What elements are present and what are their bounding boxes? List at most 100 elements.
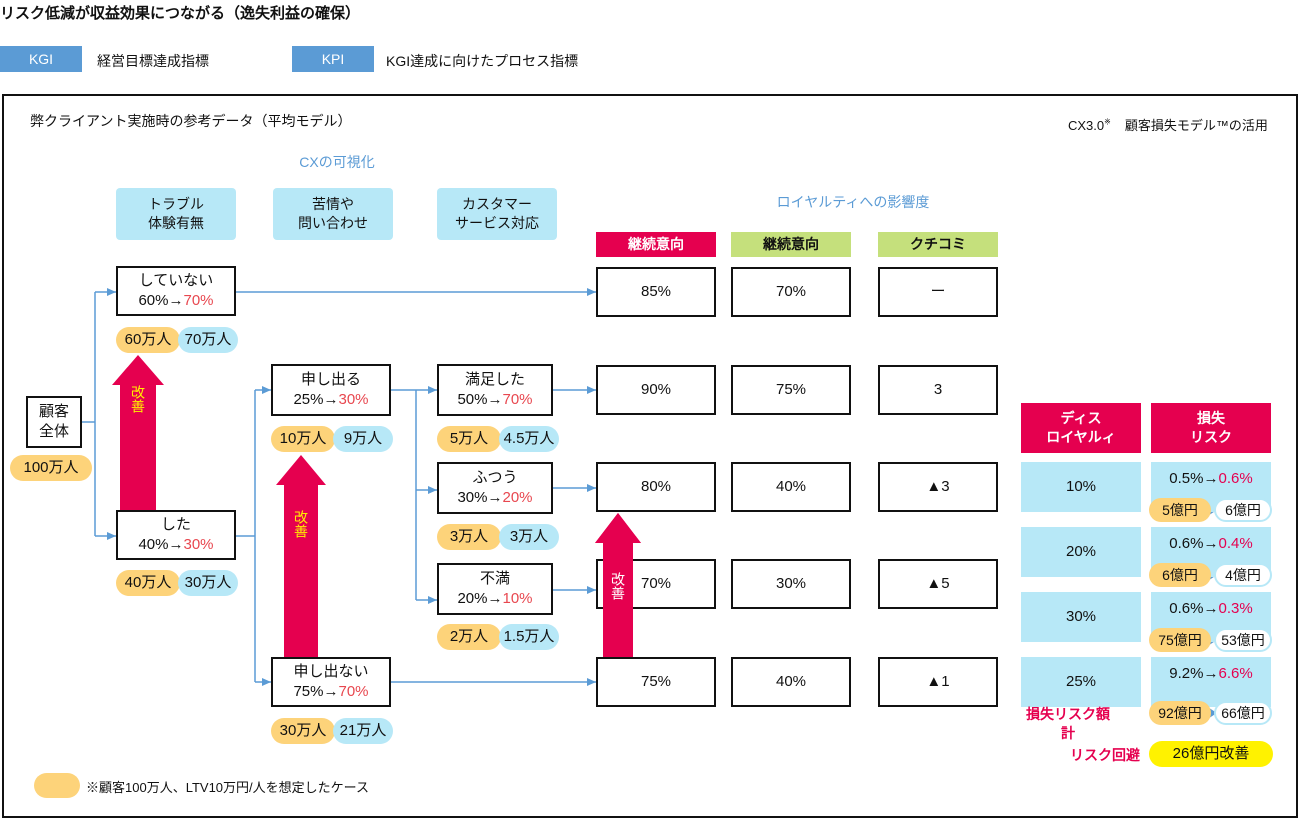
amount-after: 6億円 (1214, 498, 1272, 522)
amount-before: 6億円 (1149, 563, 1211, 587)
risk-after: 0.4% (1218, 535, 1253, 552)
risk-before: 0.6% (1169, 600, 1204, 617)
legend-tag: KGI (0, 46, 82, 72)
column-header: 苦情や 問い合わせ (273, 188, 393, 240)
improvement-arrow (112, 355, 164, 512)
improvement-label: 改善 (130, 385, 146, 413)
node-label-line: していない (139, 271, 214, 291)
loyalty-header: 継続意向 (731, 232, 851, 257)
loyalty-cell: ▲3 (878, 462, 998, 512)
node-label: ふつう (472, 468, 518, 486)
loyalty-cell: 90% (596, 365, 716, 415)
count-before: 5万人 (437, 426, 501, 452)
footnote-swatch (34, 773, 80, 798)
amount-before: 5億円 (1149, 498, 1211, 522)
count-after: 1.5万人 (499, 624, 559, 650)
rate-arrow: → (487, 590, 503, 607)
amount-after: 53億円 (1214, 628, 1272, 652)
node-label: 申し出る (300, 370, 361, 388)
node-label: した (160, 515, 191, 533)
node: ふつう 30%→20% (437, 462, 553, 514)
node: した 40%→30% (116, 510, 236, 560)
arrowhead (587, 386, 596, 394)
node: 満足した 50%→70% (437, 364, 553, 416)
legend-tag: KPI (292, 46, 374, 72)
loyalty-cell: 85% (596, 267, 716, 317)
risk-before: 0.5% (1169, 470, 1204, 487)
arrowhead (107, 532, 116, 540)
disloyalty-cell: 25% (1021, 657, 1141, 707)
cx-note-mark: ※ (1104, 117, 1111, 127)
root-node: 顧客 全体 (26, 396, 82, 448)
arrowhead (587, 586, 596, 594)
count-after: 70万人 (178, 327, 238, 353)
rate-before: 75% (293, 683, 324, 700)
loyalty-cell: 40% (731, 462, 851, 512)
section-title: ロイヤルティへの影響度 (776, 193, 930, 210)
risk-header: 損失 リスク (1151, 403, 1271, 453)
column-header: カスタマー サービス対応 (437, 188, 557, 240)
panel-corner: CX3.0※ 顧客損失モデル™の活用 (1068, 115, 1268, 134)
amount-before: 75億円 (1149, 628, 1211, 652)
rate-before: 30% (457, 489, 488, 506)
node-rate-line: 50%→70% (457, 390, 532, 410)
loyalty-cell: 80% (596, 462, 716, 512)
rate-after: 20% (502, 489, 533, 506)
rate-arrow: → (323, 391, 339, 408)
loyalty-cell: ▲1 (878, 657, 998, 707)
disloyalty-cell: 20% (1021, 527, 1141, 577)
node-label: していない (138, 271, 214, 289)
node: 不満 20%→10% (437, 563, 553, 615)
node-label-line: 満足した (465, 370, 525, 390)
loyalty-header: クチコミ (878, 232, 998, 257)
rate-after: 70% (183, 292, 214, 309)
risk-arrow: → (1203, 470, 1219, 487)
count-before: 30万人 (271, 718, 335, 744)
rate-arrow: → (487, 391, 503, 408)
panel (2, 94, 1298, 818)
risk-rate: 0.6%→0.4% (1169, 535, 1252, 577)
rate-before: 40% (138, 536, 169, 553)
arrowhead (587, 484, 596, 492)
loyalty-cell: 3 (878, 365, 998, 415)
rate-after: 30% (183, 536, 214, 553)
node-rate-line: 30%→20% (457, 488, 532, 508)
node: 申し出る 25%→30% (271, 364, 391, 416)
risk-rate: 0.5%→0.6% (1169, 470, 1252, 512)
disloyalty-cell: 30% (1021, 592, 1141, 642)
count-after: 21万人 (333, 718, 393, 744)
arrowhead (587, 288, 596, 296)
footnote: ※顧客100万人、LTV10万円/人を想定したケース (86, 780, 369, 795)
node-label-line: 申し出る (301, 370, 361, 390)
improvement-arrow (276, 455, 326, 657)
node-label: 申し出ない (293, 662, 369, 680)
rate-before: 25% (293, 391, 324, 408)
rate-before: 50% (457, 391, 488, 408)
risk-before: 9.2% (1169, 665, 1204, 682)
total-label: 損失リスク額計 (1026, 706, 1110, 741)
loyalty-cell: ー (878, 267, 998, 317)
risk-after: 6.6% (1218, 665, 1253, 682)
loyalty-header: 継続意向 (596, 232, 716, 257)
node-label-line: ふつう (472, 468, 517, 488)
node-rate-line: 40%→30% (138, 535, 213, 555)
arrowhead (428, 596, 437, 604)
loyalty-cell: 75% (596, 657, 716, 707)
avoidance-value: 26億円改善 (1149, 741, 1273, 767)
node-label-line: した (161, 515, 191, 535)
loyalty-cell: 40% (731, 657, 851, 707)
amount-after: 4億円 (1214, 563, 1272, 587)
rate-arrow: → (168, 536, 184, 553)
node: していない 60%→70% (116, 266, 236, 316)
count-after: 3万人 (499, 524, 559, 550)
rate-before: 20% (457, 590, 488, 607)
risk-after: 0.6% (1218, 470, 1253, 487)
node-label: 満足した (464, 370, 525, 388)
node-label: 不満 (479, 569, 510, 587)
risk-before: 0.6% (1169, 535, 1204, 552)
count-pill: 100万人 (10, 455, 92, 481)
risk-cell: 9.2%→6.6% (1151, 657, 1271, 707)
rate-after: 70% (338, 683, 369, 700)
arrowhead (428, 386, 437, 394)
loyalty-cell: 70% (596, 559, 716, 609)
